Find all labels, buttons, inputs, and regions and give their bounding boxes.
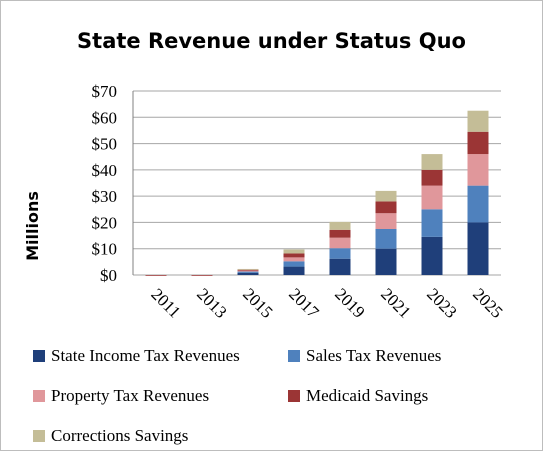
bar-segment [421, 236, 443, 275]
x-axis-ticks: 2011 2013 2015 2017 2019 2021 2023 2025 [147, 284, 506, 322]
y-tick-label: $20 [92, 213, 118, 232]
y-axis-ticks: $0 $10 $20 $30 $40 $50 $60 $70 [92, 82, 118, 285]
bar-segment [375, 201, 397, 214]
bar-segment [283, 249, 305, 254]
x-tick-label: 2015 [239, 284, 276, 321]
x-tick-label: 2023 [423, 284, 460, 321]
bar-segment [237, 269, 259, 271]
legend-label: Property Tax Revenues [51, 386, 210, 405]
x-tick-label: 2017 [285, 284, 323, 322]
legend-item: Corrections Savings [33, 426, 188, 446]
bar-segment [329, 229, 351, 238]
y-axis-title: Millions [23, 191, 42, 261]
y-tick-label: $40 [92, 161, 118, 180]
bar-segment [329, 237, 351, 249]
bar-segment [237, 268, 259, 270]
bar-segment [283, 253, 305, 258]
x-tick-label: 2025 [469, 284, 506, 321]
bar-segment [375, 190, 397, 202]
bar-segment [329, 248, 351, 259]
bar-segment [329, 221, 351, 230]
legend-swatch [33, 390, 45, 402]
bar-segment [329, 258, 351, 275]
y-tick-label: $30 [92, 187, 118, 206]
legend-item: Property Tax Revenues [33, 386, 209, 406]
legend-item: State Income Tax Revenues [33, 346, 240, 366]
legend-swatch [33, 430, 45, 442]
y-tick-label: $50 [92, 135, 118, 154]
y-tick-label: $0 [100, 266, 117, 285]
bar-segment [283, 261, 305, 267]
x-tick-label: 2019 [331, 284, 368, 321]
legend-swatch [33, 350, 45, 362]
bar-segment [421, 209, 443, 237]
legend-item: Sales Tax Revenues [288, 346, 441, 366]
x-tick-label: 2013 [193, 284, 230, 321]
bar-segment [237, 270, 259, 272]
bar-segment [191, 275, 213, 276]
bar-segment [237, 271, 259, 273]
bar-segment [421, 169, 443, 186]
legend-swatch [288, 350, 300, 362]
chart-title: State Revenue under Status Quo [77, 29, 466, 53]
bars-layer [145, 110, 489, 276]
bar-segment [421, 185, 443, 210]
legend-label: Corrections Savings [51, 426, 189, 445]
legend-swatch [288, 390, 300, 402]
bar-segment [467, 185, 489, 223]
bar-segment [467, 222, 489, 275]
bar-segment [467, 110, 489, 132]
bar-segment [283, 266, 305, 275]
y-tick-label: $60 [92, 108, 118, 127]
bar-segment [467, 131, 489, 155]
legend-label: Medicaid Savings [306, 386, 429, 405]
bar-segment [237, 272, 259, 275]
bar-segment [375, 229, 397, 249]
bar-segment [375, 213, 397, 229]
legend-label: State Income Tax Revenues [51, 346, 240, 365]
grid-layer [133, 90, 501, 276]
x-tick-label: 2011 [147, 285, 184, 322]
y-tick-label: $70 [92, 82, 118, 101]
y-tick-label: $10 [92, 240, 118, 259]
bar-segment [375, 248, 397, 275]
bar-segment [421, 154, 443, 170]
bar-segment [145, 275, 167, 276]
bar-segment [467, 154, 489, 186]
bar-segment [283, 257, 305, 262]
legend-item: Medicaid Savings [288, 386, 428, 406]
x-tick-label: 2021 [377, 284, 414, 321]
legend-label: Sales Tax Revenues [306, 346, 442, 365]
